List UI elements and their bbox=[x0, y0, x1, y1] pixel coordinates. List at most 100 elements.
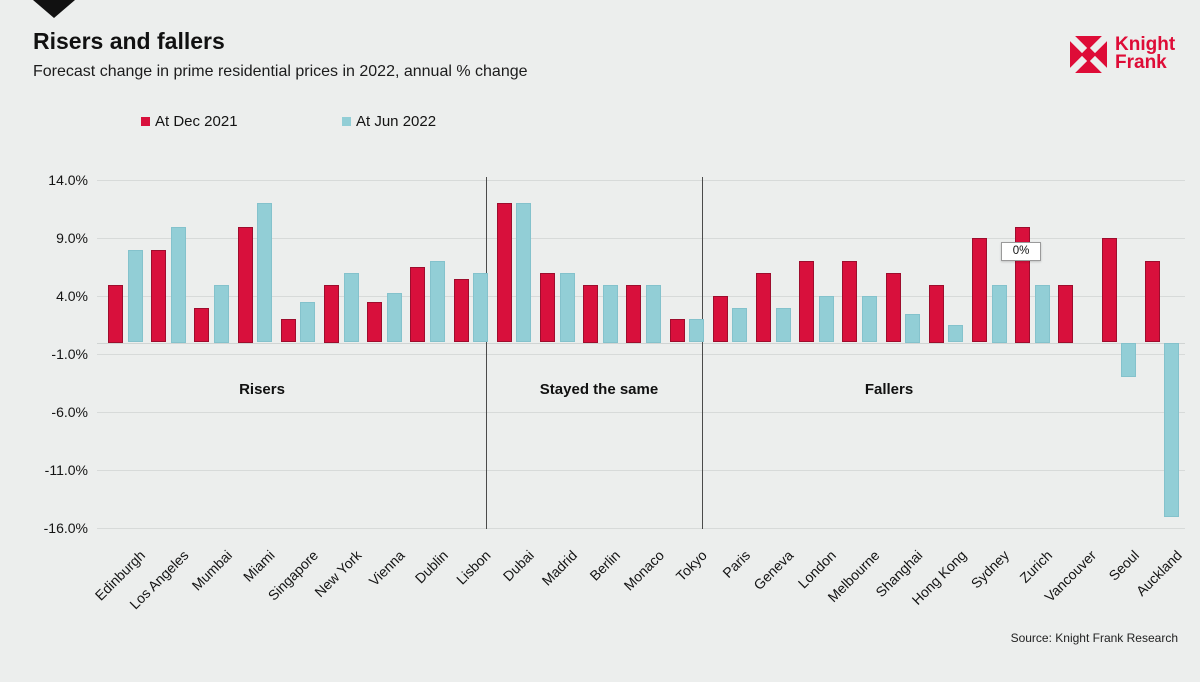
x-axis-label-lisbon: Lisbon bbox=[453, 547, 494, 588]
bar-at-dec-2021-new-york[interactable] bbox=[324, 284, 339, 343]
y-axis-tick-label: 9.0% bbox=[56, 230, 88, 247]
bar-at-dec-2021-geneva[interactable] bbox=[756, 272, 771, 343]
bar-at-jun-2022-monaco[interactable] bbox=[645, 284, 661, 343]
bar-at-jun-2022-berlin[interactable] bbox=[602, 284, 618, 343]
bar-at-dec-2021-auckland[interactable] bbox=[1144, 261, 1160, 343]
y-gridline bbox=[97, 470, 1185, 472]
legend-item-jun-2022[interactable]: At Jun 2022 bbox=[342, 113, 436, 130]
y-gridline bbox=[97, 412, 1185, 414]
x-axis-label-miami: Miami bbox=[240, 547, 278, 585]
bar-at-dec-2021-monaco[interactable] bbox=[626, 284, 642, 343]
x-axis-label-new-york: New York bbox=[311, 547, 365, 601]
bar-at-jun-2022-melbourne[interactable] bbox=[861, 296, 877, 343]
y-axis-tick-label: -16.0% bbox=[43, 520, 88, 537]
y-axis-tick-label: -1.0% bbox=[51, 346, 88, 363]
bar-at-dec-2021-mumbai[interactable] bbox=[194, 307, 210, 343]
knight-frank-logo: Knight Frank bbox=[1067, 33, 1176, 78]
x-axis-label-madrid: Madrid bbox=[538, 547, 581, 589]
legend-swatch-jun-2022 bbox=[342, 117, 351, 126]
bar-at-jun-2022-lisbon[interactable] bbox=[473, 272, 489, 343]
bar-at-dec-2021-paris[interactable] bbox=[712, 296, 728, 343]
page-title: Risers and fallers bbox=[33, 28, 225, 54]
bar-at-jun-2022-geneva[interactable] bbox=[775, 307, 791, 343]
bar-at-jun-2022-sydney[interactable] bbox=[991, 284, 1007, 343]
page-subtitle: Forecast change in prime residential pri… bbox=[33, 63, 528, 80]
bar-at-dec-2021-sydney[interactable] bbox=[972, 238, 987, 343]
bar-at-jun-2022-paris[interactable] bbox=[732, 307, 748, 343]
x-axis-label-sydney: Sydney bbox=[967, 547, 1013, 592]
x-axis-label-seoul: Seoul bbox=[1105, 547, 1142, 584]
legend: At Dec 2021 At Jun 2022 bbox=[0, 113, 1200, 131]
source-credit: Source: Knight Frank Research bbox=[1010, 631, 1178, 645]
bar-at-jun-2022-miami[interactable] bbox=[257, 203, 273, 343]
y-axis-tick-label: -6.0% bbox=[51, 404, 88, 421]
bar-at-dec-2021-vancouver[interactable] bbox=[1058, 284, 1074, 343]
x-axis-label-mumbai: Mumbai bbox=[188, 547, 235, 594]
bar-at-dec-2021-hong-kong[interactable] bbox=[928, 284, 944, 343]
bar-at-dec-2021-los-angeles[interactable] bbox=[151, 249, 167, 343]
bar-at-jun-2022-hong-kong[interactable] bbox=[948, 325, 964, 343]
bar-at-dec-2021-tokyo[interactable] bbox=[669, 319, 685, 343]
bar-at-dec-2021-singapore[interactable] bbox=[280, 319, 296, 343]
y-axis-tick-label: 14.0% bbox=[48, 172, 88, 189]
bar-at-dec-2021-shanghai[interactable] bbox=[885, 272, 901, 343]
bar-at-dec-2021-dubai[interactable] bbox=[496, 203, 512, 343]
y-gridline bbox=[97, 528, 1185, 530]
x-axis-label-monaco: Monaco bbox=[620, 547, 667, 594]
down-arrow-icon bbox=[33, 0, 75, 18]
y-gridline bbox=[97, 180, 1185, 182]
x-axis-label-berlin: Berlin bbox=[586, 547, 624, 584]
bar-at-jun-2022-shanghai[interactable] bbox=[905, 313, 921, 343]
y-gridline bbox=[97, 354, 1185, 356]
zero-axis-line bbox=[97, 342, 1185, 344]
y-gridline bbox=[97, 238, 1185, 240]
x-axis-label-zurich: Zurich bbox=[1016, 547, 1056, 586]
bar-at-jun-2022-singapore[interactable] bbox=[300, 301, 316, 343]
bar-at-dec-2021-london[interactable] bbox=[799, 261, 815, 343]
bar-at-jun-2022-zurich[interactable] bbox=[1034, 284, 1050, 343]
legend-label-dec-2021: At Dec 2021 bbox=[155, 113, 238, 130]
bar-at-jun-2022-mumbai[interactable] bbox=[213, 284, 229, 343]
bar-at-dec-2021-berlin[interactable] bbox=[583, 284, 599, 343]
x-axis-label-dubai: Dubai bbox=[499, 547, 538, 585]
bar-at-jun-2022-tokyo[interactable] bbox=[689, 319, 705, 343]
bar-at-jun-2022-dubai[interactable] bbox=[516, 203, 532, 343]
bar-at-jun-2022-london[interactable] bbox=[818, 296, 834, 343]
bar-at-dec-2021-madrid[interactable] bbox=[540, 272, 555, 343]
bar-at-jun-2022-new-york[interactable] bbox=[343, 272, 359, 343]
knight-frank-logo-text: Knight Frank bbox=[1115, 34, 1176, 73]
bar-at-dec-2021-dublin[interactable] bbox=[410, 267, 426, 343]
section-label-stayed-the-same: Stayed the same bbox=[539, 381, 659, 398]
bar-at-jun-2022-auckland[interactable] bbox=[1164, 342, 1180, 517]
x-axis-label-vienna: Vienna bbox=[365, 547, 408, 589]
bar-at-dec-2021-lisbon[interactable] bbox=[453, 278, 469, 343]
knight-frank-logo-icon bbox=[1067, 33, 1110, 78]
bar-at-jun-2022-vienna[interactable] bbox=[386, 293, 402, 343]
legend-item-dec-2021[interactable]: At Dec 2021 bbox=[141, 113, 238, 130]
legend-label-jun-2022: At Jun 2022 bbox=[356, 113, 437, 130]
bar-at-dec-2021-edinburgh[interactable] bbox=[108, 284, 123, 343]
section-label-fallers: Fallers bbox=[864, 381, 914, 398]
logo-line2: Frank bbox=[1115, 52, 1167, 73]
bar-at-dec-2021-miami[interactable] bbox=[237, 226, 253, 343]
legend-swatch-dec-2021 bbox=[141, 117, 150, 126]
bar-at-dec-2021-vienna[interactable] bbox=[367, 301, 383, 343]
x-axis-label-paris: Paris bbox=[719, 547, 754, 581]
section-label-risers: Risers bbox=[239, 381, 285, 398]
bar-at-jun-2022-seoul[interactable] bbox=[1121, 342, 1137, 378]
x-axis-label-tokyo: Tokyo bbox=[672, 547, 710, 585]
bar-at-dec-2021-melbourne[interactable] bbox=[842, 261, 858, 343]
bar-at-jun-2022-madrid[interactable] bbox=[559, 272, 575, 343]
bar-at-dec-2021-seoul[interactable] bbox=[1101, 238, 1117, 343]
bar-at-jun-2022-edinburgh[interactable] bbox=[127, 249, 143, 343]
bar-at-jun-2022-los-angeles[interactable] bbox=[170, 226, 186, 343]
value-tooltip: 0% bbox=[1001, 242, 1041, 261]
x-axis-label-dublin: Dublin bbox=[411, 547, 451, 587]
y-axis-tick-label: -11.0% bbox=[44, 462, 88, 479]
section-divider-line bbox=[485, 177, 487, 529]
y-axis-tick-label: 4.0% bbox=[56, 288, 88, 305]
bar-at-jun-2022-dublin[interactable] bbox=[429, 261, 445, 343]
logo-line1: Knight bbox=[1115, 34, 1176, 55]
section-divider-line bbox=[701, 177, 703, 529]
